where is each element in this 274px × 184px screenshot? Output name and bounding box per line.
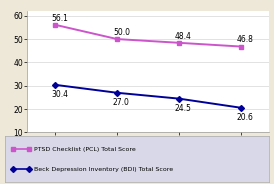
Text: 46.8: 46.8: [236, 35, 253, 44]
Text: PTSD Checklist (PCL) Total Score: PTSD Checklist (PCL) Total Score: [35, 146, 136, 152]
Text: 24.5: 24.5: [175, 104, 192, 113]
Text: 30.4: 30.4: [51, 90, 68, 99]
Text: 50.0: 50.0: [113, 28, 130, 37]
Text: Beck Depression Inventory (BDI) Total Score: Beck Depression Inventory (BDI) Total Sc…: [35, 167, 173, 172]
Text: 20.6: 20.6: [236, 113, 253, 122]
Text: 56.1: 56.1: [51, 14, 68, 23]
Text: 48.4: 48.4: [175, 32, 192, 41]
Text: 27.0: 27.0: [113, 98, 130, 107]
